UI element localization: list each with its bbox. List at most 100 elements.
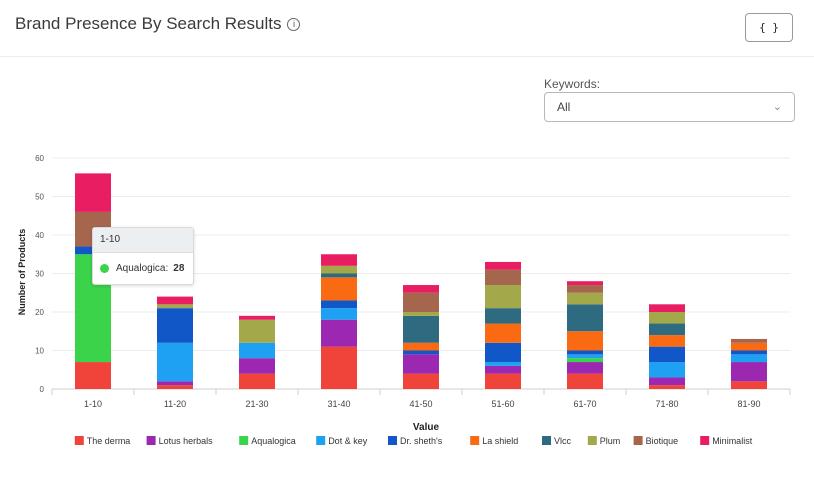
legend-item[interactable]: Biotique [633,436,679,446]
bar-segment[interactable] [403,315,439,343]
legend-swatch [700,436,710,445]
bar-segment[interactable] [321,273,357,278]
legend: The derma Lotus herbals Aqualogica Dot & ke… [74,436,753,446]
legend-item[interactable]: Dr. sheth's [388,436,443,446]
bar-segment[interactable] [321,300,357,309]
bar-segment[interactable] [321,319,357,347]
bar-segment[interactable] [649,312,685,324]
bar-segment[interactable] [731,354,767,363]
bar-segment[interactable] [485,365,521,374]
bar-segment[interactable] [239,342,275,359]
legend-swatch [633,436,643,445]
bar-segment[interactable] [321,254,357,266]
bar-segment[interactable] [157,385,193,389]
bar-segment[interactable] [731,381,767,389]
keywords-select[interactable]: All ⌄ [544,92,795,122]
legend-item[interactable]: La shield [470,436,518,446]
bar-segment[interactable] [567,350,603,355]
bar-segment[interactable] [485,342,521,363]
legend-item[interactable]: Aqualogica [239,436,296,446]
bar-segment[interactable] [157,296,193,305]
bar-segment[interactable] [649,323,685,336]
bar-segment[interactable] [731,350,767,355]
bar-segment[interactable] [403,354,439,374]
bar-segment[interactable] [403,373,439,389]
legend-label: Vlcc [554,436,572,446]
bar-segment[interactable] [649,377,685,386]
chevron-down-icon: ⌄ [772,101,782,113]
y-axis-label: Number of Products [17,229,27,316]
legend-swatch [146,436,156,445]
legend-item[interactable]: Lotus herbals [146,436,214,446]
bar-segment[interactable] [321,265,357,274]
bar-segment[interactable] [567,292,603,305]
bar-segment[interactable] [731,338,767,343]
bar-segment[interactable] [485,308,521,324]
bar-segment[interactable] [567,362,603,374]
legend-item[interactable]: Vlcc [542,436,572,446]
bar-segment[interactable] [567,281,603,286]
bar-segment[interactable] [157,304,193,309]
legend-label: Plum [600,436,621,446]
bar-segment[interactable] [649,346,685,363]
bar-segment[interactable] [731,342,767,351]
bar-segment[interactable] [239,319,275,343]
bar-segment[interactable] [403,285,439,293]
y-tick-label: 20 [35,308,44,317]
tooltip-category: 1-10 [93,228,193,253]
bar-segment[interactable] [567,331,603,351]
bar-segment[interactable] [239,373,275,389]
bar-segment[interactable] [403,292,439,312]
legend-item[interactable]: Plum [587,436,621,446]
bar-segment[interactable] [403,312,439,316]
legend-swatch [587,436,597,445]
bar-segment[interactable] [485,261,521,270]
x-tick-label: 11-20 [164,399,186,409]
x-tick-label: 61-70 [573,399,596,409]
bar-segment[interactable] [649,362,685,378]
info-icon[interactable]: i [287,17,301,31]
legend-label: La shield [482,436,518,446]
bar-segment[interactable] [321,277,357,301]
legend-item[interactable]: The derma [74,436,131,446]
tooltip-series-name: Aqualogica: [116,263,169,274]
bar-segment[interactable] [567,304,603,332]
bar-segment[interactable] [75,173,111,212]
bar-segment[interactable] [649,385,685,389]
bar-segment[interactable] [321,308,357,320]
bar-segment[interactable] [403,342,439,351]
bar-segment[interactable] [485,285,521,309]
bar-segment[interactable] [567,358,603,363]
bar-segment[interactable] [485,323,521,343]
bar-segment[interactable] [321,346,357,389]
bar-segment[interactable] [157,342,193,382]
bar-segment[interactable] [239,358,275,374]
bar-segment[interactable] [75,362,111,389]
legend-label: The derma [87,436,131,446]
bar-segment[interactable] [485,362,521,366]
tooltip-row: Aqualogica: 28 [93,253,193,284]
bar-segment[interactable] [567,373,603,389]
bar-segment[interactable] [403,350,439,355]
y-axis-ticks: 0 10 20 30 40 50 60 [35,154,44,394]
chart-title: Brand Presence By Search Results i [15,14,301,34]
legend-item[interactable]: Minimalist [700,436,753,446]
code-view-button[interactable]: { } [745,13,793,42]
legend-item[interactable]: Dot & key [316,436,368,446]
keywords-select-value: All [557,100,571,114]
bar-segment[interactable] [649,304,685,312]
bar-segment[interactable] [649,335,685,347]
bar-segment[interactable] [157,308,193,343]
legend-swatch [542,436,551,445]
y-tick-label: 0 [40,385,45,394]
bar-segment[interactable] [567,354,603,359]
legend-swatch [388,436,397,445]
bar-segment[interactable] [157,381,193,386]
bar-segment[interactable] [485,269,521,286]
legend-label: Minimalist [712,436,753,446]
bar-segment[interactable] [485,373,521,389]
chart-tooltip: 1-10 Aqualogica: 28 [92,227,194,285]
bar-segment[interactable] [731,362,767,382]
bar-segment[interactable] [567,285,603,293]
bar-segment[interactable] [239,315,275,320]
